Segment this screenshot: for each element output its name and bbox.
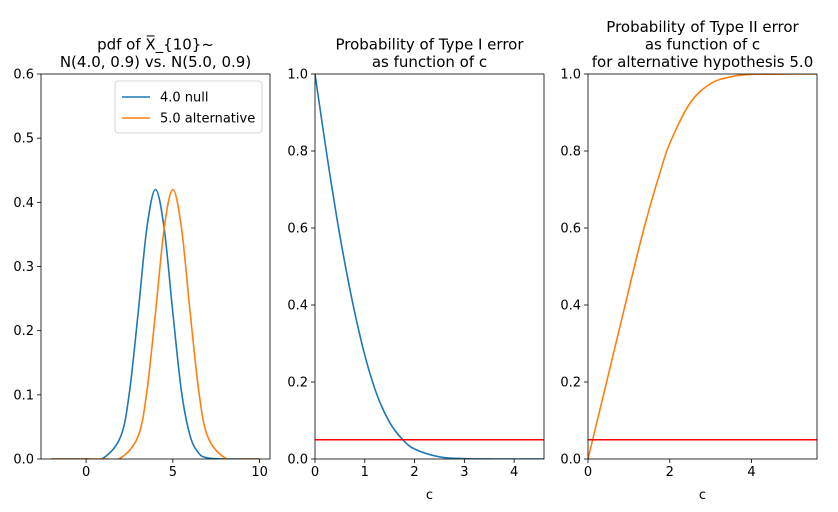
y-tick-label: 1.0 bbox=[560, 68, 581, 83]
chart-title-line: Probability of Type I error bbox=[335, 36, 524, 54]
x-tick-label: 5 bbox=[169, 465, 177, 480]
series-line-5-0-alternative bbox=[51, 188, 260, 459]
x-tick-label: 10 bbox=[251, 465, 268, 480]
y-tick-label: 0.6 bbox=[560, 222, 581, 237]
y-tick-label: 0.4 bbox=[287, 299, 308, 314]
chart-title-line: pdf of X̅_{10}~ bbox=[97, 35, 214, 55]
chart-panel-2: 0 1 2 3 4 0.0 0.2 0.4 0.6 0.8 1.0 Probability of Ty… bbox=[287, 36, 545, 503]
chart-title-line: for alternative hypothesis 5.0 bbox=[592, 53, 814, 71]
y-tick-label: 0.2 bbox=[560, 376, 581, 391]
x-tick-label: 1 bbox=[361, 465, 369, 480]
y-tick-label: 0.8 bbox=[287, 145, 308, 160]
axes-frame bbox=[587, 73, 818, 460]
y-tick-label: 1.0 bbox=[287, 68, 308, 83]
y-tick-label: 0.2 bbox=[287, 376, 308, 391]
legend: 4.0 null 5.0 alternative bbox=[114, 80, 263, 134]
chart-panel-3: 0 2 4 0.0 0.2 0.4 0.6 0.8 1.0 Probability of Type… bbox=[560, 18, 818, 503]
legend-entry: 4.0 null bbox=[160, 91, 209, 106]
x-tick-label: 0 bbox=[311, 465, 319, 480]
chart-title-line: as function of c bbox=[372, 53, 487, 71]
y-tick-label: 0.0 bbox=[560, 453, 581, 468]
y-tick-label: 0.6 bbox=[13, 68, 34, 83]
legend-entry: 5.0 alternative bbox=[160, 112, 255, 127]
y-tick-label: 0.6 bbox=[287, 222, 308, 237]
series-line-curve bbox=[315, 74, 544, 459]
x-tick-label: 0 bbox=[584, 465, 592, 480]
x-tick-label: 4 bbox=[510, 465, 518, 480]
x-axis-label: c bbox=[426, 488, 433, 503]
legend-box bbox=[114, 80, 263, 134]
y-tick-label: 0.0 bbox=[13, 453, 34, 468]
y-tick-label: 0.1 bbox=[13, 388, 34, 403]
y-tick-label: 0.4 bbox=[560, 299, 581, 314]
chart-title-line: N(4.0, 0.9) vs. N(5.0, 0.9) bbox=[60, 53, 251, 71]
chart-title-line: as function of c bbox=[645, 36, 760, 54]
y-tick-label: 0.2 bbox=[13, 324, 34, 339]
y-tick-label: 0.3 bbox=[13, 260, 34, 275]
x-tick-label: 0 bbox=[82, 465, 90, 480]
y-tick-label: 0.4 bbox=[13, 196, 34, 211]
x-tick-label: 2 bbox=[410, 465, 418, 480]
series-line-4-0-null bbox=[51, 188, 260, 459]
y-tick-label: 0.0 bbox=[287, 453, 308, 468]
axes-frame bbox=[314, 73, 545, 460]
y-tick-label: 0.5 bbox=[13, 132, 34, 147]
y-tick-label: 0.8 bbox=[560, 145, 581, 160]
chart-panel-1: 0 5 10 0.0 0.1 0.2 0.3 0.4 0.5 0.6 pdf of X̅_{10}~… bbox=[13, 35, 271, 480]
x-tick-label: 3 bbox=[460, 465, 468, 480]
x-tick-label: 4 bbox=[747, 465, 755, 480]
x-axis-label: c bbox=[699, 488, 706, 503]
x-tick-label: 2 bbox=[666, 465, 674, 480]
chart-title-line: Probability of Type II error bbox=[606, 18, 799, 36]
series-line-curve bbox=[588, 74, 817, 459]
